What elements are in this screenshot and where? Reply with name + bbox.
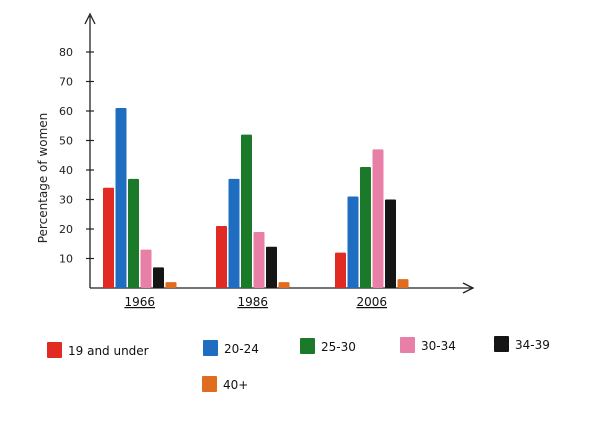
bar-19-and-under-1966	[103, 187, 114, 288]
legend-label: 25-30	[321, 340, 356, 354]
bar-25-30-1966	[128, 178, 139, 288]
legend-swatch	[47, 342, 62, 358]
y-tick-label: 30	[59, 194, 73, 207]
bars	[103, 108, 409, 288]
bar-30-34-2006	[372, 149, 384, 288]
bar-20-24-2006	[347, 196, 359, 288]
bar-19-and-under-1986	[216, 226, 227, 288]
bar-19-and-under-2006	[335, 252, 346, 288]
legend-label: 34-39	[515, 338, 550, 352]
legend-swatch	[494, 336, 509, 352]
x-category-label: 1986	[237, 295, 268, 309]
y-tick-label: 20	[59, 223, 73, 236]
legend-label: 30-34	[421, 339, 456, 353]
y-tick-label: 70	[59, 76, 73, 89]
bar-25-30-2006	[360, 167, 371, 288]
bar-40--1966	[165, 282, 177, 288]
legend-label: 20-24	[224, 342, 259, 356]
y-tick-label: 10	[59, 253, 73, 266]
bar-20-24-1986	[228, 178, 240, 288]
y-tick-label: 60	[59, 105, 73, 118]
y-tick-label: 50	[59, 135, 73, 148]
legend-label: 19 and under	[68, 344, 149, 358]
legend-swatch	[203, 340, 218, 356]
bar-40--2006	[397, 279, 409, 288]
bar-25-30-1986	[241, 134, 252, 288]
legend-swatch	[202, 376, 217, 392]
legend-swatch	[400, 337, 415, 353]
x-category-label: 1966	[124, 295, 155, 309]
legend-label: 40+	[223, 378, 248, 392]
bar-34-39-1986	[266, 246, 277, 288]
bar-40--1986	[278, 282, 290, 288]
y-tick-label: 40	[59, 164, 73, 177]
bar-30-34-1986	[253, 231, 265, 288]
y-tick-label: 80	[59, 46, 73, 59]
bar-20-24-1966	[115, 108, 127, 288]
x-axis-arrow	[462, 282, 475, 294]
legend-swatch	[300, 338, 315, 354]
y-ticks: 10 20 30 40 50 60 70 80	[59, 46, 94, 266]
legend: 19 and under 20-24 25-30 30-34 34-39 40+	[47, 336, 550, 392]
bar-30-34-1966	[140, 249, 152, 288]
y-axis-arrow	[84, 12, 96, 25]
x-category-label: 2006	[356, 295, 387, 309]
bar-34-39-2006	[385, 199, 396, 288]
bar-34-39-1966	[153, 267, 164, 288]
y-axis-title: Percentage of women	[36, 113, 50, 244]
x-category-labels: 1966 1986 2006	[124, 295, 387, 309]
